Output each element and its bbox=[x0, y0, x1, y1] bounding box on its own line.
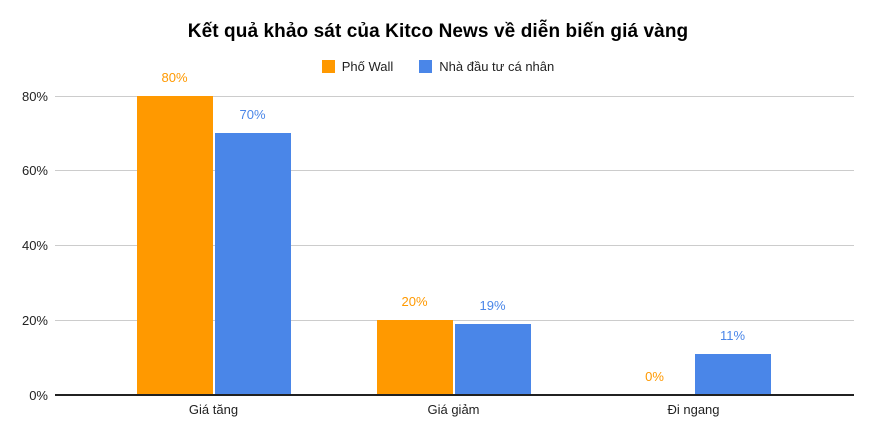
y-axis-tick-label: 80% bbox=[21, 88, 48, 104]
bar-series0-cat0[interactable] bbox=[136, 96, 213, 395]
legend-swatch-icon bbox=[321, 60, 335, 73]
bar-series1-cat1[interactable] bbox=[454, 323, 531, 395]
y-axis-tick-label: 60% bbox=[21, 163, 48, 179]
x-axis-category-label: Giá tăng bbox=[188, 402, 239, 417]
bar-series1-cat0[interactable] bbox=[214, 133, 291, 395]
bar-value-label: 70% bbox=[239, 107, 266, 123]
chart-title: Kết quả khảo sát của Kitco News về diễn … bbox=[187, 21, 689, 42]
legend: Phố Wall Nhà đầu tư cá nhân bbox=[0, 59, 876, 74]
legend-item-0[interactable]: Phố Wall bbox=[321, 59, 394, 74]
bar-value-label: 20% bbox=[401, 294, 428, 310]
bar-series1-cat2[interactable] bbox=[694, 353, 771, 395]
bar-value-label: 0% bbox=[645, 369, 664, 384]
legend-item-1[interactable]: Nhà đầu tư cá nhân bbox=[419, 59, 554, 74]
legend-label: Nhà đầu tư cá nhân bbox=[439, 59, 555, 74]
bar-series0-cat1[interactable] bbox=[376, 320, 453, 395]
x-axis-category-label: Đi ngang bbox=[667, 402, 720, 417]
bar-value-label: 80% bbox=[161, 70, 188, 85]
gridline-60% bbox=[55, 170, 854, 172]
legend-swatch-icon bbox=[419, 60, 433, 73]
y-axis-tick-label: 0% bbox=[29, 387, 48, 403]
y-axis-tick-label: 20% bbox=[21, 312, 48, 328]
y-axis-tick-label: 40% bbox=[21, 238, 48, 253]
gridline-40% bbox=[55, 245, 854, 246]
x-axis-baseline bbox=[55, 394, 854, 396]
legend-label: Phố Wall bbox=[341, 59, 394, 74]
gridline-80% bbox=[55, 95, 854, 97]
x-axis-category-label: Giá giảm bbox=[427, 402, 480, 417]
bar-value-label: 19% bbox=[479, 297, 506, 313]
bar-value-label: 11% bbox=[719, 327, 746, 343]
gridline-20% bbox=[55, 319, 854, 321]
